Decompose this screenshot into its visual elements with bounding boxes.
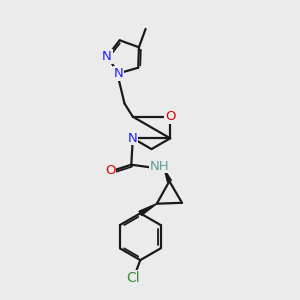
Text: N: N (128, 132, 138, 145)
Text: N: N (102, 50, 112, 63)
Text: NH: NH (150, 160, 169, 173)
Text: O: O (105, 164, 116, 177)
Polygon shape (164, 169, 171, 182)
Polygon shape (139, 204, 157, 215)
Text: N: N (114, 67, 123, 80)
Text: O: O (165, 110, 175, 123)
Text: Cl: Cl (126, 271, 140, 284)
